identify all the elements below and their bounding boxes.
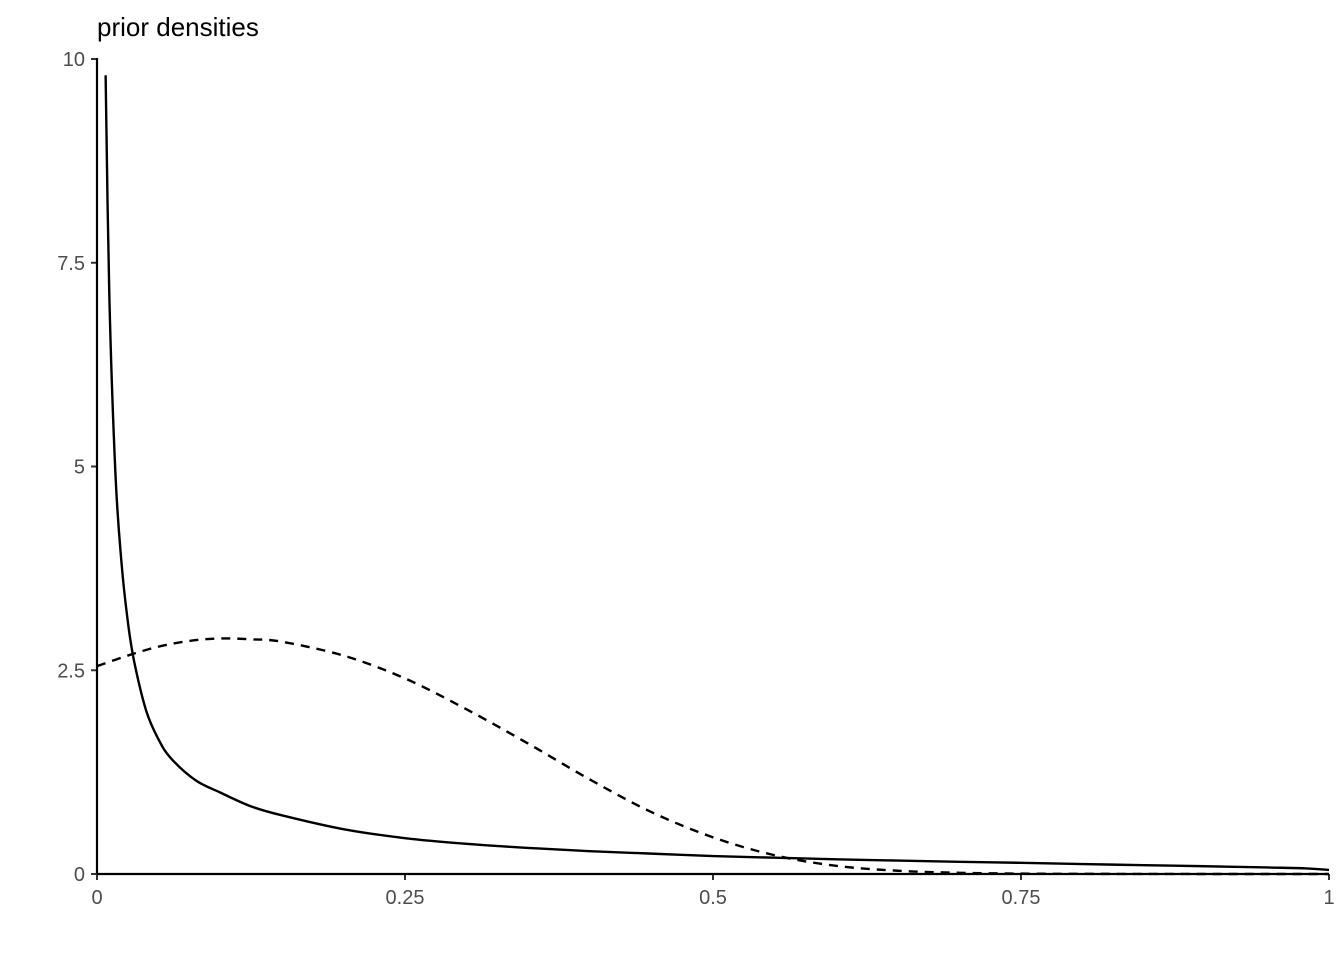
y-tick-label: 5 [74,457,85,479]
x-tick-label: 0.5 [699,887,727,909]
y-tick-label: 10 [63,49,85,71]
y-tick-label: 2.5 [57,660,85,682]
x-tick-label: 1 [1323,887,1334,909]
series-line-solid [104,75,1330,872]
y-axis-ticks: 0 2.5 5 7.5 10 [57,49,97,886]
x-tick-label: 0.75 [1002,887,1041,909]
x-tick-label: 0 [91,887,102,909]
x-axis-ticks: 0 0.25 0.5 0.75 1 [91,874,1335,909]
chart-title: prior densities [97,12,259,42]
x-tick-label: 0.25 [386,887,425,909]
y-tick-label: 0 [74,864,85,886]
y-tick-label: 7.5 [57,253,85,275]
series-layer [96,75,1330,876]
series-line-dashed [96,637,1329,876]
